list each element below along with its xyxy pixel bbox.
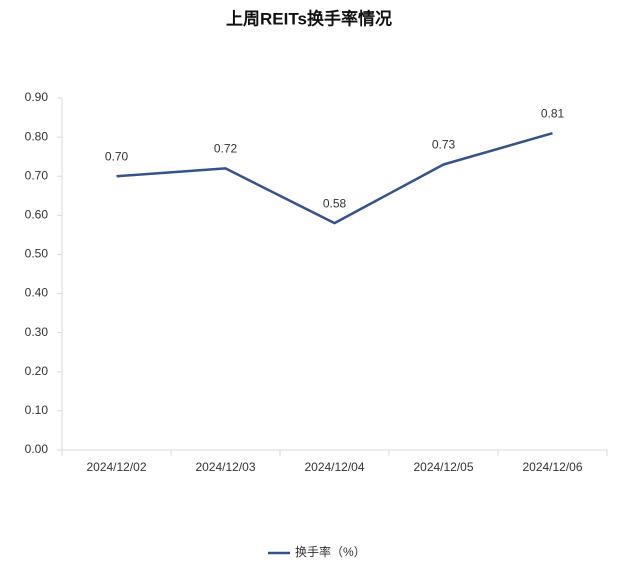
y-tick-label: 0.00 xyxy=(25,442,49,456)
y-tick-label: 0.90 xyxy=(25,90,49,104)
y-tick-label: 0.20 xyxy=(25,364,49,378)
x-tick-label: 2024/12/06 xyxy=(522,460,582,474)
data-label: 0.73 xyxy=(432,138,456,152)
y-tick-label: 0.50 xyxy=(25,247,49,261)
y-tick-label: 0.70 xyxy=(25,168,49,182)
data-label: 0.70 xyxy=(105,149,129,163)
x-tick-label: 2024/12/03 xyxy=(195,460,255,474)
x-tick-label: 2024/12/04 xyxy=(304,460,364,474)
data-label: 0.72 xyxy=(214,142,238,156)
y-tick-label: 0.10 xyxy=(25,403,49,417)
y-tick-label: 0.40 xyxy=(25,286,49,300)
data-label: 0.58 xyxy=(323,196,347,210)
legend-label: 换手率（%） xyxy=(295,544,366,559)
y-tick-label: 0.30 xyxy=(25,325,49,339)
y-tick-label: 0.60 xyxy=(25,208,49,222)
x-tick-label: 2024/12/02 xyxy=(86,460,146,474)
y-tick-label: 0.80 xyxy=(25,129,49,143)
data-label: 0.81 xyxy=(541,106,565,120)
chart-title: 上周REITs换手率情况 xyxy=(226,8,392,28)
line xyxy=(116,131,553,225)
x-tick-label: 2024/12/05 xyxy=(413,460,473,474)
